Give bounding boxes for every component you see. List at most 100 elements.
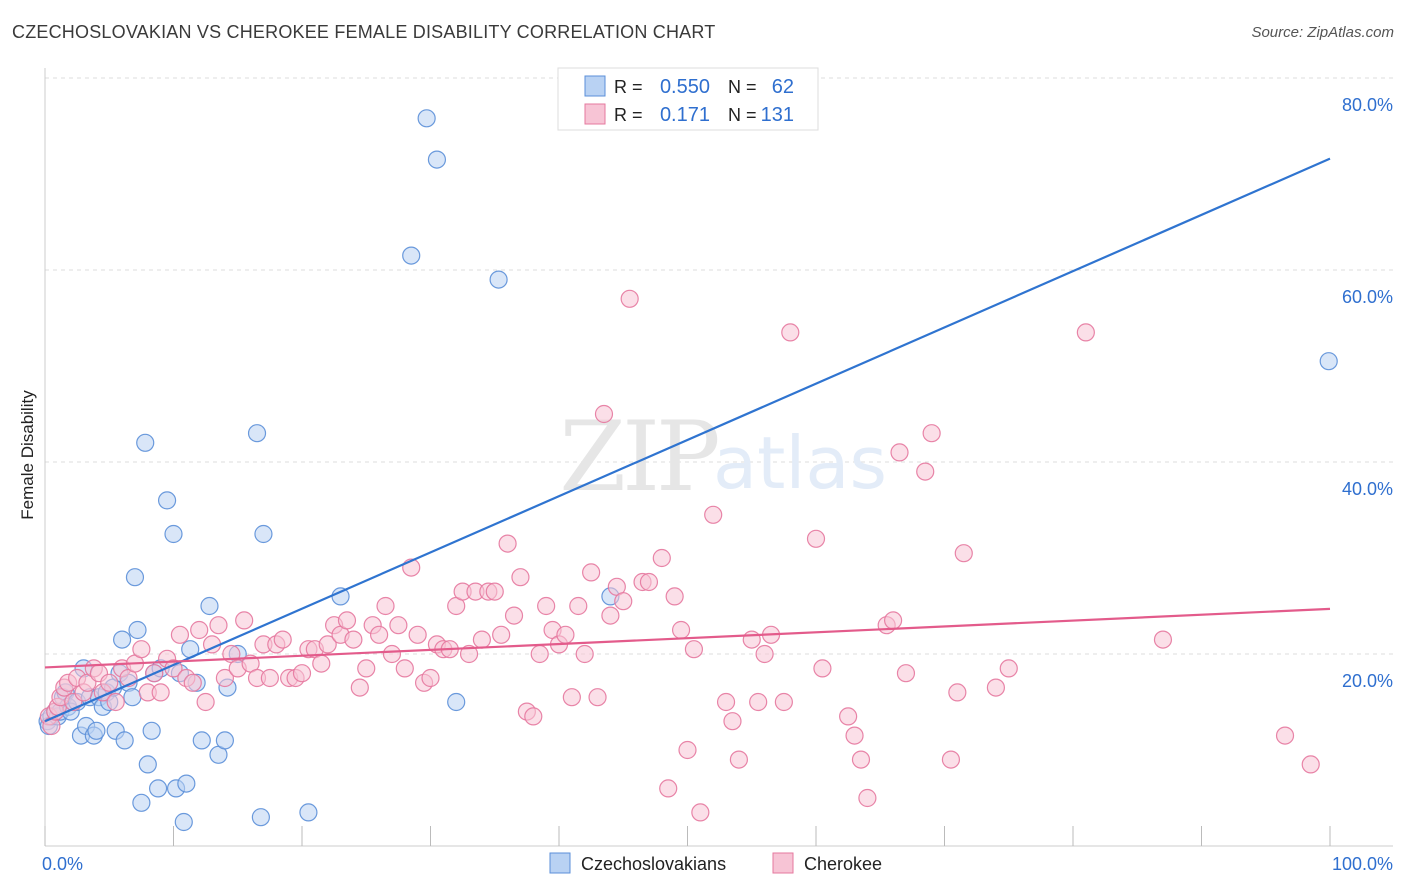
chart-title: CZECHOSLOVAKIAN VS CHEROKEE FEMALE DISAB… <box>12 22 716 42</box>
point-cherokee <box>652 548 671 568</box>
point-cherokee <box>556 625 575 644</box>
point-cherokee <box>716 692 736 712</box>
legend-n-value: 131 <box>761 104 794 126</box>
point-cherokee <box>389 616 408 635</box>
point-czechoslovakians <box>417 109 436 128</box>
point-cherokee <box>684 640 704 659</box>
legend-n-label: N = <box>728 105 757 125</box>
point-cherokee <box>209 616 228 635</box>
point-czechoslovakians <box>157 491 177 510</box>
point-czechoslovakians <box>447 692 466 712</box>
point-cherokee <box>948 683 967 702</box>
legend-r-label: R = <box>614 77 643 97</box>
point-cherokee <box>472 630 491 649</box>
point-cherokee <box>691 803 710 822</box>
bottom-legend-label: Czechoslovakians <box>581 854 726 874</box>
point-czechoslovakians <box>174 812 193 832</box>
axis-layer: 20.0% 40.0% 60.0% 80.0% 0.0% 100.0% <box>42 68 1393 874</box>
point-cherokee <box>999 659 1018 678</box>
point-czechoslovakians <box>254 524 273 544</box>
point-cherokee <box>459 644 479 664</box>
x-tick-label: 0.0% <box>42 854 83 874</box>
point-cherokee <box>273 630 292 649</box>
point-cherokee <box>215 668 234 688</box>
point-czechoslovakians <box>251 808 270 827</box>
point-czechoslovakians <box>132 793 151 812</box>
point-czechoslovakians <box>115 731 134 750</box>
point-cherokee <box>774 692 793 712</box>
point-cherokee <box>312 654 331 673</box>
point-cherokee <box>941 750 961 769</box>
point-cherokee <box>723 712 742 731</box>
point-czechoslovakians <box>299 803 318 822</box>
point-czechoslovakians <box>177 774 196 793</box>
point-cherokee <box>382 644 402 664</box>
point-cherokee <box>781 323 800 342</box>
point-cherokee <box>524 707 543 726</box>
point-cherokee <box>376 596 395 616</box>
point-cherokee <box>151 683 170 702</box>
point-cherokee <box>729 750 749 769</box>
point-cherokee <box>845 726 864 745</box>
bottom-legend-swatch <box>549 852 571 874</box>
point-czechoslovakians <box>247 424 267 443</box>
point-cherokee <box>813 659 832 678</box>
point-cherokee <box>678 740 697 760</box>
legend-r-label: R = <box>614 105 643 125</box>
point-cherokee <box>806 529 826 548</box>
point-czechoslovakians <box>427 150 447 169</box>
watermark-atlas: atlas <box>713 421 887 505</box>
point-cherokee <box>851 750 871 769</box>
point-cherokee <box>235 611 254 630</box>
point-cherokee <box>659 779 678 798</box>
point-cherokee <box>594 404 614 424</box>
point-cherokee <box>408 625 427 644</box>
point-cherokee <box>196 692 215 712</box>
point-czechoslovakians <box>128 620 147 640</box>
watermark-zip: ZIP <box>559 401 718 513</box>
point-cherokee <box>260 668 279 688</box>
point-cherokee <box>671 620 691 640</box>
point-cherokee <box>883 611 903 630</box>
point-cherokee <box>421 668 440 688</box>
point-cherokee <box>292 664 312 683</box>
point-czechoslovakians <box>1319 352 1338 371</box>
bottom-legend-label: Cherokee <box>804 854 882 874</box>
point-czechoslovakians <box>192 731 211 750</box>
legend-n-value: 62 <box>772 76 794 98</box>
point-cherokee <box>896 664 916 683</box>
watermark: ZIP atlas <box>559 401 887 513</box>
point-cherokee <box>530 644 549 664</box>
point-cherokee <box>614 592 633 611</box>
point-czechoslovakians <box>148 779 168 798</box>
point-cherokee <box>395 659 414 678</box>
point-cherokee <box>620 289 639 308</box>
y-tick-label: 60.0% <box>1342 287 1393 307</box>
point-cherokee <box>916 462 935 481</box>
trend-layer <box>44 157 1331 723</box>
point-cherokee <box>106 692 125 712</box>
y-tick-label: 80.0% <box>1342 95 1393 115</box>
point-cherokee <box>858 788 877 808</box>
point-cherokee <box>537 596 556 616</box>
point-cherokee <box>357 659 376 678</box>
point-cherokee <box>601 606 620 625</box>
point-cherokee <box>704 505 723 524</box>
point-cherokee <box>954 544 973 563</box>
legend-n-label: N = <box>728 77 757 97</box>
point-cherokee <box>132 640 151 659</box>
point-cherokee <box>318 635 337 654</box>
point-cherokee <box>1076 323 1095 342</box>
bottom-legend: Czechoslovakians Cherokee <box>549 852 882 874</box>
point-czechoslovakians <box>123 688 142 707</box>
legend-swatch <box>584 75 606 97</box>
point-cherokee <box>1153 630 1173 649</box>
legend-box: R = 0.550 N = 62 R = 0.171 N = 131 <box>557 67 819 131</box>
point-cherokee <box>511 568 530 587</box>
source-label: Source: ZipAtlas.com <box>1251 24 1394 41</box>
legend-r-value: 0.171 <box>660 104 710 126</box>
point-cherokee <box>742 630 761 649</box>
point-czechoslovakians <box>215 731 234 750</box>
point-cherokee <box>170 625 190 644</box>
